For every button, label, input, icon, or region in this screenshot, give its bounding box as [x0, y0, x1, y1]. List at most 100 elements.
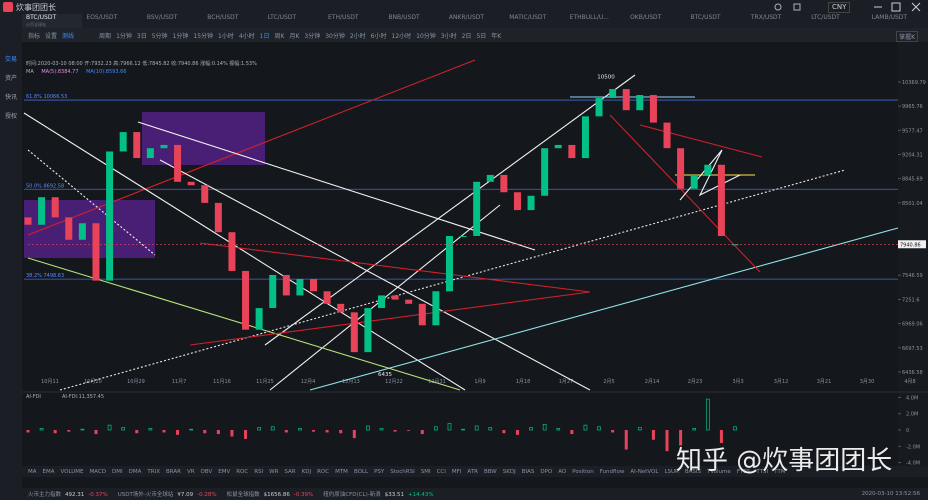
indicator-button[interactable]: BASIS: [684, 468, 701, 475]
indicator-button[interactable]: BIAS: [521, 468, 535, 475]
tool-button[interactable]: 测线: [62, 32, 75, 40]
period-button[interactable]: 1日: [259, 32, 270, 40]
indicator-button[interactable]: VR: [186, 468, 195, 475]
pair-tab[interactable]: LAMB/USDT: [868, 14, 928, 28]
indicator-button[interactable]: AI-NetVOL: [630, 468, 659, 475]
indicator-button[interactable]: EMA: [42, 468, 55, 475]
indicator-bar: [502, 430, 506, 434]
period-button[interactable]: 6小时: [370, 32, 387, 40]
indicator-button[interactable]: ROC: [317, 468, 330, 475]
indicator-button[interactable]: ROC: [236, 468, 249, 475]
indicator-button[interactable]: PSY: [374, 468, 385, 475]
pair-tab[interactable]: MATIC/USDT: [505, 14, 565, 28]
period-button[interactable]: 月K: [289, 32, 300, 40]
indicator-button[interactable]: Position: [572, 468, 594, 475]
period-button[interactable]: 3分钟: [304, 32, 321, 40]
pair-tab[interactable]: BSV/USDT: [143, 14, 203, 28]
indicator-button[interactable]: EMV: [218, 468, 231, 475]
period-button[interactable]: 30分钟: [325, 32, 345, 40]
pair-tab[interactable]: LTC/USDT: [264, 14, 324, 28]
pair-tab[interactable]: ETHBULL/U...: [566, 14, 626, 28]
period-button[interactable]: 周K: [274, 32, 285, 40]
pair-tab[interactable]: EOS/USDT: [82, 14, 142, 28]
indicator-button[interactable]: TRIX: [147, 468, 160, 475]
indicator-button[interactable]: SKDJ: [502, 468, 516, 475]
maximize-button[interactable]: [891, 2, 901, 12]
period-button[interactable]: 1分钟: [172, 32, 189, 40]
indicator-button[interactable]: MA: [28, 468, 37, 475]
period-button[interactable]: 3日: [136, 32, 147, 40]
period-button[interactable]: 2小时: [349, 32, 366, 40]
indicator-button[interactable]: MACD: [89, 468, 107, 475]
period-button[interactable]: 5分钟: [151, 32, 168, 40]
candle-body: [38, 197, 46, 225]
tool-button[interactable]: 设置: [45, 32, 58, 40]
period-button[interactable]: 1分钟: [116, 32, 132, 40]
indicator-button[interactable]: StochRSI: [390, 468, 415, 475]
indicator-button[interactable]: ATR: [467, 468, 478, 475]
indicator-button[interactable]: DPO: [540, 468, 553, 475]
tool-button[interactable]: 指标: [28, 32, 41, 40]
indicator-button[interactable]: BOLL: [353, 468, 369, 475]
indicator-bar: [393, 430, 397, 432]
y-tick-label: 6436.58: [902, 370, 923, 376]
sidebar-item[interactable]: 资产: [4, 75, 17, 82]
indicator-button[interactable]: BRAR: [165, 468, 181, 475]
indicator-readout: AI-FDI:11,357.45: [62, 394, 104, 400]
period-button[interactable]: 12小时: [391, 32, 412, 40]
indicator-button[interactable]: LSUR: [664, 468, 679, 475]
indicator-button[interactable]: WR: [269, 468, 279, 475]
pair-tab[interactable]: TRX/USDT: [747, 14, 807, 28]
settings-icon[interactable]: [774, 3, 782, 11]
period-button[interactable]: 年K: [491, 32, 502, 40]
close-button[interactable]: [911, 2, 921, 12]
candle-body: [255, 308, 263, 330]
help-icon[interactable]: [793, 3, 801, 11]
indicator-bar: [447, 423, 452, 431]
toolbar-right-button[interactable]: 掌握K: [896, 31, 918, 42]
trend-line: [137, 121, 536, 251]
period-button[interactable]: 1小时: [218, 32, 234, 40]
pair-tab[interactable]: ETH/USDT: [324, 14, 384, 28]
candle-body: [731, 244, 739, 246]
x-tick-label: 12月4: [301, 379, 316, 385]
pair-tab[interactable]: BTC/USDT: [686, 14, 746, 28]
indicator-button[interactable]: SMI: [420, 468, 431, 475]
indicator-button[interactable]: TTM: [774, 468, 786, 475]
pair-tab[interactable]: OKB/USDT: [626, 14, 686, 28]
indicator-button[interactable]: TTSI: [756, 468, 769, 475]
pair-tab[interactable]: ANKR/USDT: [445, 14, 505, 28]
pair-tab[interactable]: BCH/USDT: [203, 14, 263, 28]
indicator-button[interactable]: TVolume: [706, 468, 731, 475]
indicator-button[interactable]: AO: [558, 468, 567, 475]
indicator-button[interactable]: Fundflow: [599, 468, 625, 475]
period-button[interactable]: 2日: [461, 32, 472, 40]
indicator-button[interactable]: MTM: [335, 468, 348, 475]
indicator-button[interactable]: KDJ: [301, 468, 312, 475]
indicator-button[interactable]: OBV: [200, 468, 213, 475]
sidebar-item[interactable]: 交易: [4, 56, 17, 63]
pair-tab[interactable]: LTC/USDT: [807, 14, 867, 28]
period-button[interactable]: 15分钟: [193, 32, 214, 40]
indicator-button[interactable]: MFI: [451, 468, 462, 475]
indicator-button[interactable]: CCI: [436, 468, 446, 475]
pair-tab[interactable]: BTC/USDT 火币全球站: [22, 14, 83, 28]
period-button[interactable]: 5日: [476, 32, 487, 40]
sidebar-item[interactable]: 快讯: [4, 94, 17, 101]
indicator-button[interactable]: RSI: [254, 468, 264, 475]
indicator-bar: [244, 430, 248, 439]
indicator-button[interactable]: FTBS: [736, 468, 751, 475]
period-button[interactable]: 10分钟: [416, 32, 436, 40]
currency-select[interactable]: CNY: [828, 2, 851, 13]
period-button[interactable]: 4小时: [238, 32, 255, 40]
price-annotation: 10500: [597, 74, 615, 80]
indicator-button[interactable]: DMI: [112, 468, 123, 475]
indicator-button[interactable]: SAR: [284, 468, 296, 475]
price-annotation: 6435: [378, 372, 392, 378]
indicator-button[interactable]: VOLUME: [60, 468, 84, 475]
pair-tab[interactable]: BNB/USDT: [384, 14, 444, 28]
indicator-button[interactable]: BBW: [483, 468, 497, 475]
sidebar-item[interactable]: 授权: [4, 113, 17, 120]
period-button[interactable]: 3小时: [440, 32, 457, 40]
indicator-button[interactable]: DMA: [128, 468, 142, 475]
